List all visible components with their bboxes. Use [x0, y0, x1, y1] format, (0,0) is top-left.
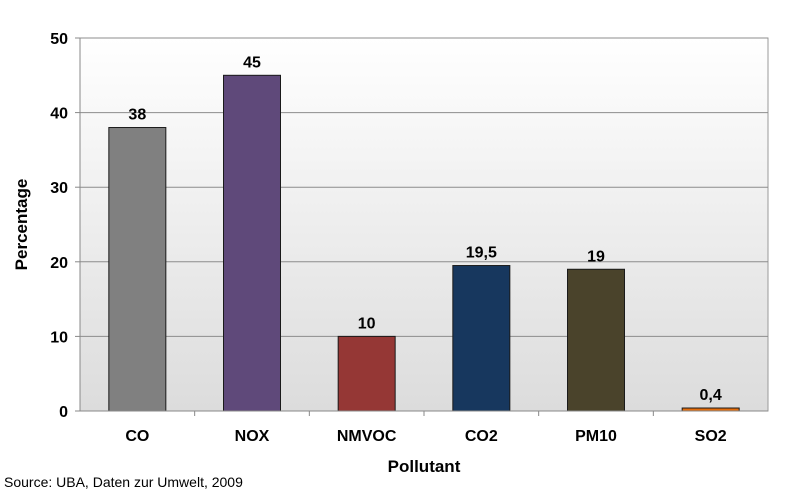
- data-label-so2: 0,4: [700, 387, 722, 404]
- y-tick-label: 0: [59, 404, 68, 421]
- x-tick-label-nmvoc: NMVOC: [337, 428, 397, 445]
- gridlines: [80, 37, 768, 337]
- y-tick-label: 20: [50, 255, 68, 272]
- data-label-co2: 19,5: [466, 245, 497, 262]
- y-tick-label: 50: [50, 31, 68, 48]
- x-tick-label-pm10: PM10: [575, 428, 617, 445]
- x-tick-label-co: CO: [125, 428, 149, 445]
- x-tick-label-co2: CO2: [465, 428, 498, 445]
- y-axis-title: Percentage: [12, 179, 31, 271]
- data-label-pm10: 19: [587, 248, 605, 265]
- bar-co2: [452, 265, 511, 412]
- y-tick-label: 10: [50, 329, 68, 346]
- data-label-nox: 45: [243, 54, 261, 71]
- bar-pm10: [567, 268, 625, 412]
- y-tick-label: 30: [50, 180, 68, 197]
- y-tick-label: 40: [50, 106, 68, 123]
- x-axis-title: Pollutant: [388, 457, 461, 476]
- source-note: Source: UBA, Daten zur Umwelt, 2009: [4, 474, 243, 490]
- bar-co: [108, 127, 167, 412]
- data-label-nmvoc: 10: [358, 315, 376, 332]
- x-axis-ticks: CO NOX NMVOC CO2 PM10 SO2: [125, 411, 727, 445]
- x-tick-label-so2: SO2: [695, 428, 727, 445]
- y-axis-ticks: 0 10 20 30 40 50: [50, 31, 80, 421]
- bar-nox: [223, 74, 281, 412]
- plot-area: [79, 37, 769, 412]
- bar-nmvoc: [337, 335, 396, 412]
- x-tick-label-nox: NOX: [235, 428, 270, 445]
- data-label-co: 38: [128, 107, 146, 124]
- bars: [108, 74, 740, 412]
- data-labels: 38 45 10 19,5 19 0,4: [128, 54, 721, 404]
